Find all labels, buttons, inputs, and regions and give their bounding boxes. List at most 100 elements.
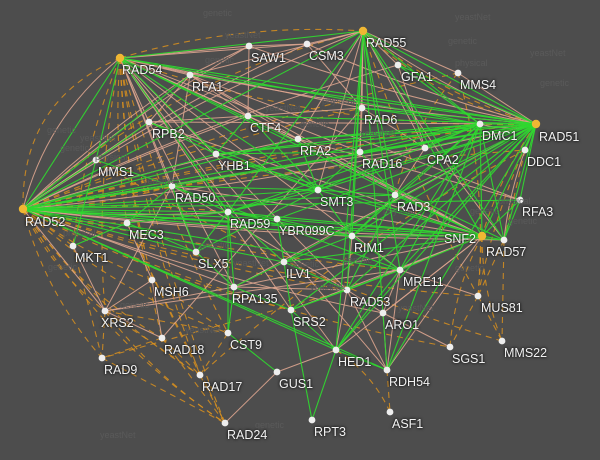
edge-genetic (161, 337, 226, 424)
edge-yeastnet (227, 123, 537, 213)
node-cpa2[interactable] (421, 144, 429, 152)
node-asf1[interactable] (386, 408, 394, 416)
edge-physical (361, 107, 426, 149)
node-rad52[interactable] (18, 204, 28, 214)
edge-genetic (95, 159, 503, 342)
node-rad16[interactable] (356, 148, 364, 156)
node-mkt1[interactable] (69, 242, 77, 250)
edge-physical (171, 74, 191, 187)
node-xrs2[interactable] (101, 307, 109, 315)
edge-yeastnet (227, 332, 278, 373)
node-mms4[interactable] (454, 69, 462, 77)
node-rad53[interactable] (343, 286, 351, 294)
edge-yeastnet (72, 159, 97, 247)
edge-yeastnet (297, 138, 319, 191)
edge-physical (306, 43, 537, 125)
edge-genetic (362, 30, 479, 297)
node-ilv1[interactable] (280, 258, 288, 266)
edge-yeastnet (481, 199, 521, 237)
node-rpa135[interactable] (230, 283, 238, 291)
edge-genetic (22, 208, 226, 424)
edge-physical (104, 286, 235, 312)
node-mre11[interactable] (396, 266, 404, 274)
edge-physical (382, 269, 401, 314)
node-aro1[interactable] (379, 309, 387, 317)
node-rpb2[interactable] (145, 118, 153, 126)
node-yhb1[interactable] (212, 150, 220, 158)
node-hed1[interactable] (332, 346, 340, 354)
node-rad51[interactable] (531, 119, 541, 129)
edge-yeastnet (503, 123, 537, 241)
node-rfa3[interactable] (516, 196, 524, 204)
node-sgs1[interactable] (446, 343, 454, 351)
node-rdh54[interactable] (383, 366, 391, 374)
node-rad3[interactable] (391, 191, 399, 199)
node-srs2[interactable] (287, 306, 295, 314)
edge-genetic (101, 310, 106, 359)
node-csm3[interactable] (303, 40, 311, 48)
node-msh6[interactable] (148, 276, 156, 284)
node-slx5[interactable] (192, 248, 200, 256)
edge-physical (151, 279, 163, 339)
node-ctf4[interactable] (244, 112, 252, 120)
node-cst9[interactable] (224, 329, 232, 337)
edge-physical (248, 45, 537, 125)
node-mms1[interactable] (92, 156, 100, 164)
edge-yeastnet (171, 185, 197, 253)
node-rim1[interactable] (348, 232, 356, 240)
edge-yeastnet (479, 123, 483, 237)
node-mus81[interactable] (474, 292, 482, 300)
node-rpt3[interactable] (308, 416, 316, 424)
edge-physical (362, 30, 426, 149)
edge-physical (126, 222, 153, 281)
edge-physical (362, 30, 399, 66)
node-rfa2[interactable] (294, 135, 302, 143)
edge-yeastnet (297, 123, 481, 140)
edge-physical (247, 115, 299, 140)
node-rad9[interactable] (98, 354, 106, 362)
edge-yeastnet (397, 64, 537, 125)
edge-genetic (501, 239, 505, 342)
node-rad55[interactable] (358, 26, 368, 36)
edge-genetic (22, 208, 229, 334)
edge-yeastnet (359, 123, 481, 153)
node-ddc1[interactable] (521, 146, 529, 154)
edge-physical (248, 43, 308, 47)
edge-genetic (161, 337, 201, 376)
node-rad6[interactable] (358, 104, 366, 112)
node-snf2[interactable] (477, 231, 487, 241)
edge-yeastnet (233, 286, 292, 311)
node-rad17[interactable] (196, 371, 204, 379)
node-ybr099c[interactable] (273, 215, 281, 223)
edge-physical (224, 371, 278, 424)
edge-genetic (101, 289, 348, 359)
node-rad24[interactable] (221, 419, 229, 427)
edge-yeastnet (22, 208, 483, 237)
edge-yeastnet (215, 153, 483, 237)
edge-yeastnet (317, 123, 481, 191)
node-dmc1[interactable] (476, 120, 484, 128)
node-rad57[interactable] (500, 236, 508, 244)
edge-yeastnet (227, 286, 235, 334)
node-rad50[interactable] (168, 182, 176, 190)
edge-genetic (386, 369, 391, 413)
node-rad18[interactable] (158, 334, 166, 342)
node-smt3[interactable] (314, 186, 322, 194)
edge-yeastnet (126, 222, 197, 253)
edge-yeastnet (317, 151, 361, 191)
node-saw1[interactable] (245, 42, 253, 50)
edge-physical (72, 245, 106, 312)
node-rad54[interactable] (115, 53, 125, 63)
node-rfa1[interactable] (186, 71, 194, 79)
edge-genetic (477, 295, 503, 342)
edge-physical (104, 269, 401, 312)
node-mms22[interactable] (498, 337, 506, 345)
edge-genetic (503, 149, 526, 241)
edge-yeastnet (233, 261, 285, 288)
node-gfa1[interactable] (394, 61, 402, 69)
node-rad59[interactable] (224, 208, 232, 216)
node-gus1[interactable] (273, 368, 281, 376)
edge-yeastnet (311, 349, 337, 421)
node-mec3[interactable] (123, 219, 131, 227)
